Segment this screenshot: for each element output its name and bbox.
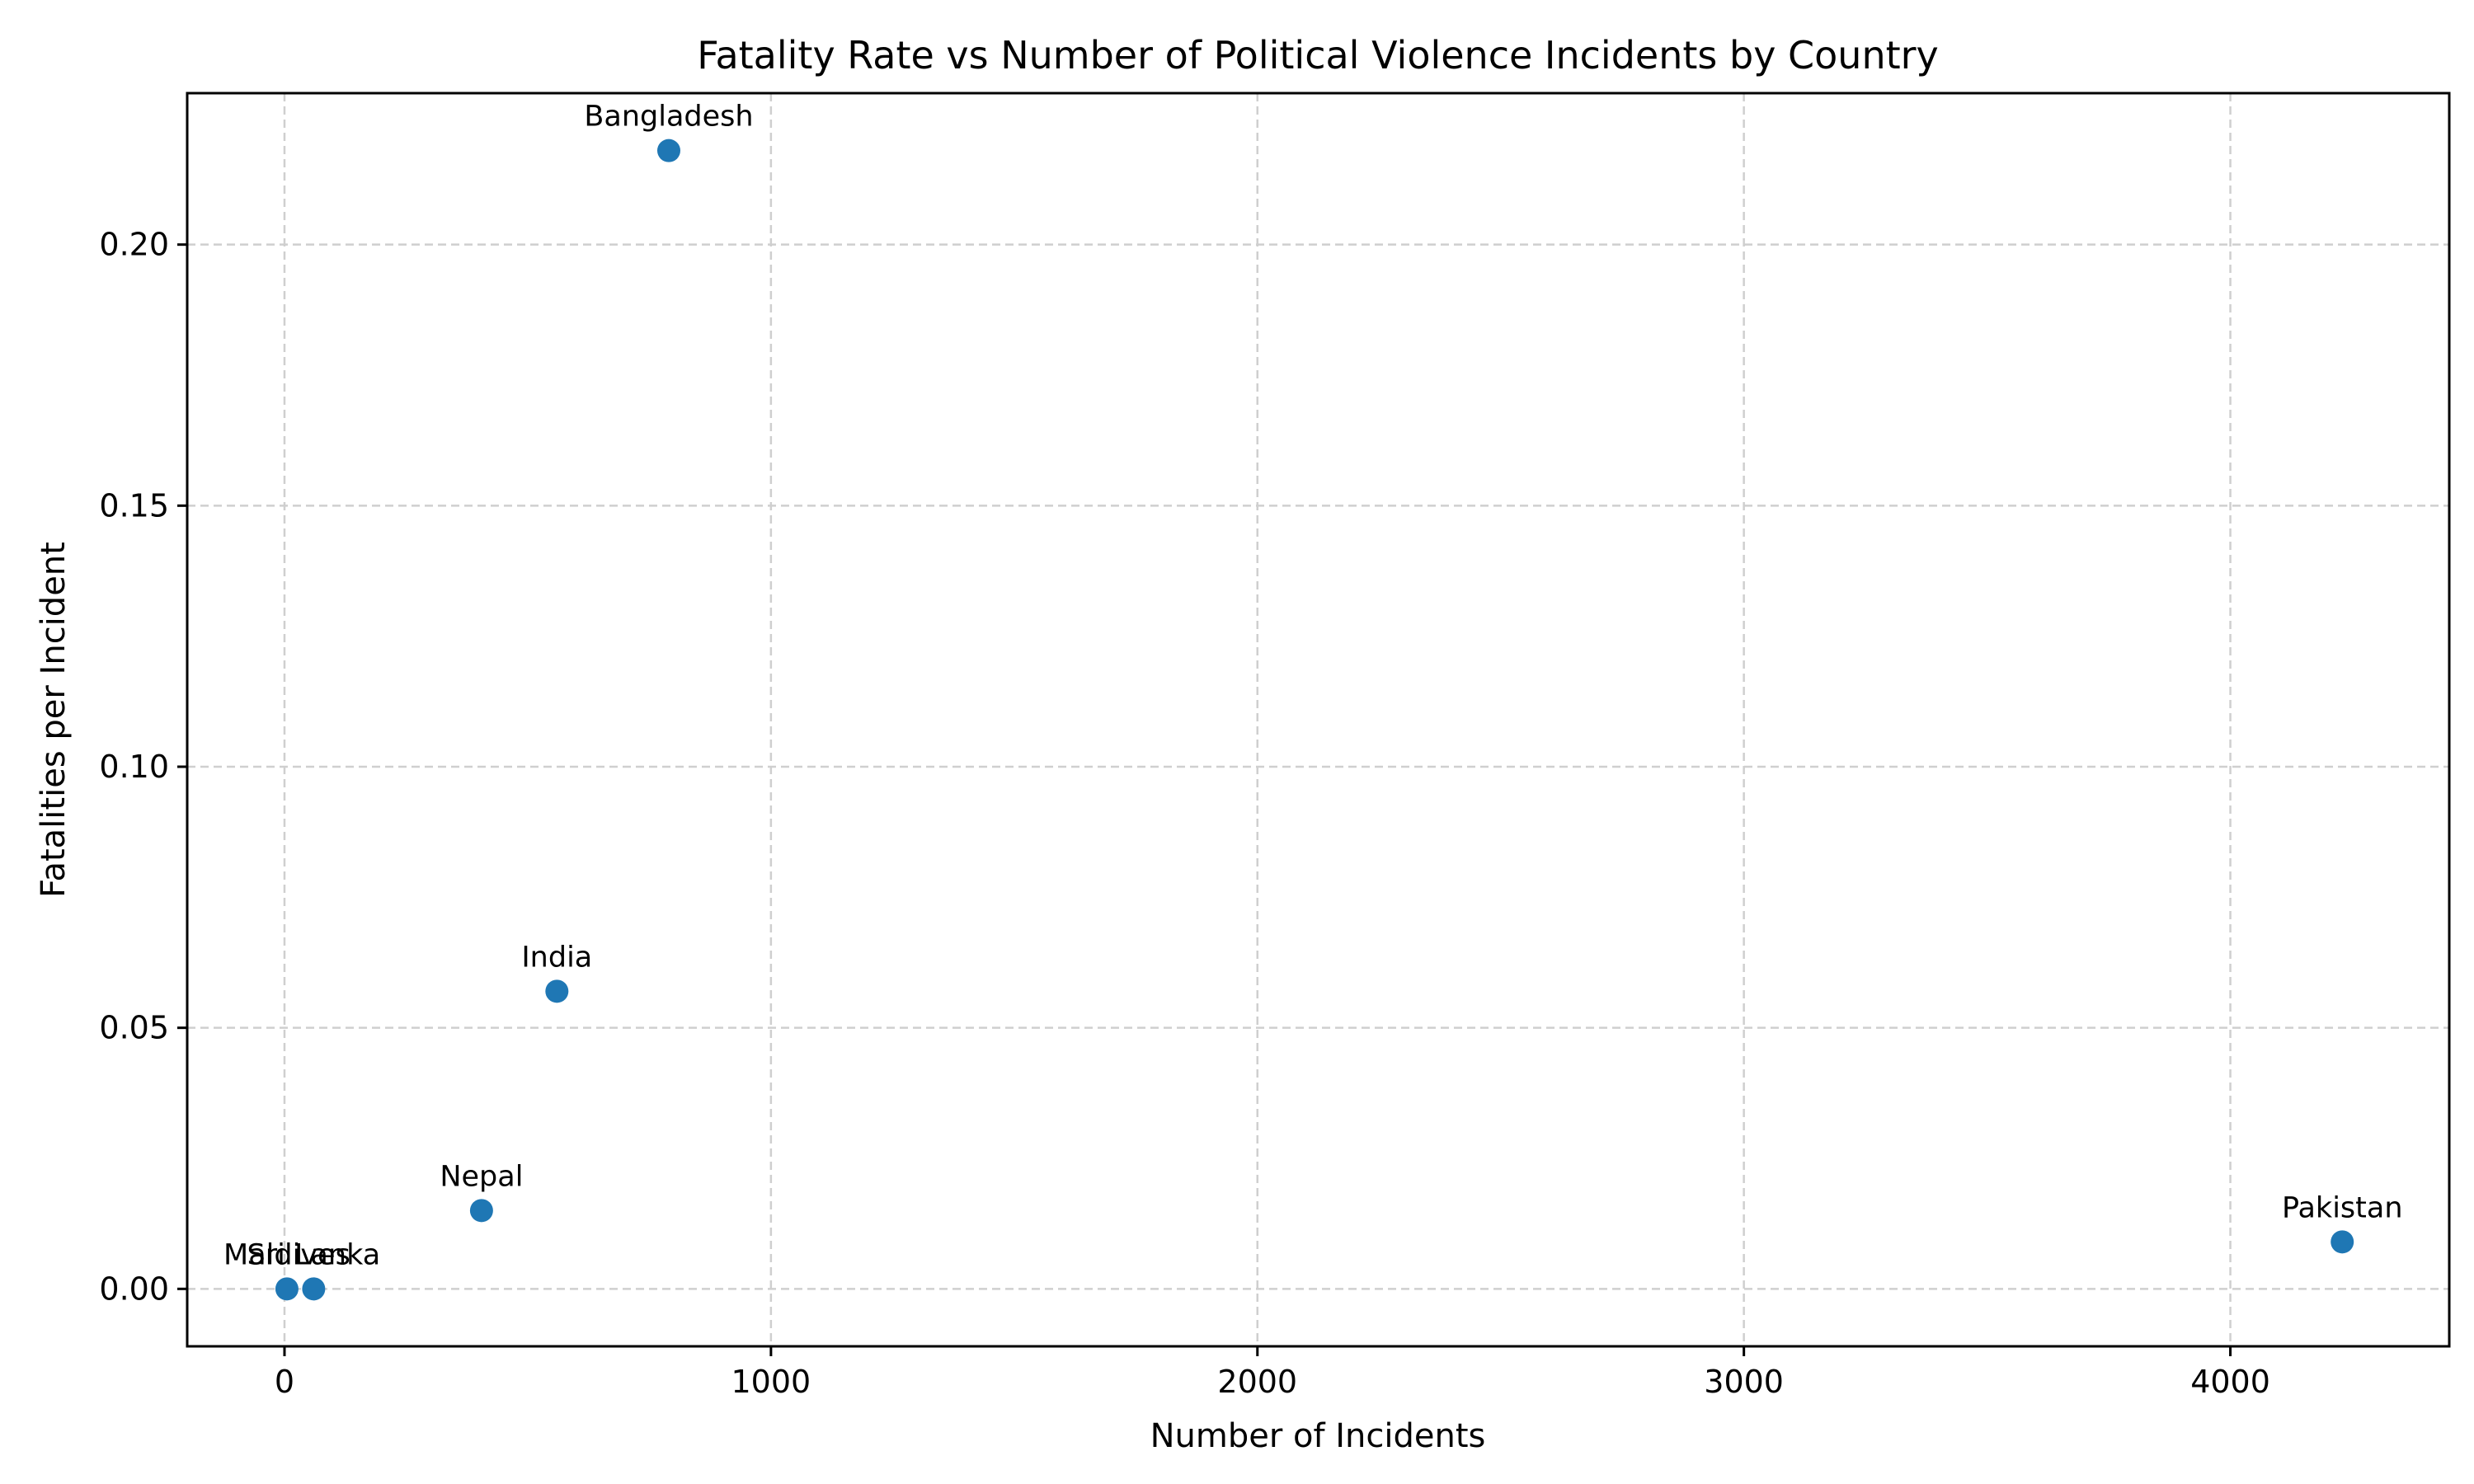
y-tick-label: 0.20 xyxy=(99,227,169,263)
y-axis-label: Fatalities per Incident xyxy=(35,542,73,898)
y-tick-label: 0.05 xyxy=(99,1010,169,1046)
y-tick-label: 0.10 xyxy=(99,749,169,785)
data-point-label: Sri Lanka xyxy=(247,1238,381,1271)
chart-title: Fatality Rate vs Number of Political Vio… xyxy=(697,33,1939,77)
y-tick-label: 0.00 xyxy=(99,1270,169,1307)
y-tick-label: 0.15 xyxy=(99,487,169,524)
data-point-label: Pakistan xyxy=(2282,1191,2403,1224)
data-point-label: Maldives xyxy=(223,1238,350,1271)
data-point-label: Nepal xyxy=(440,1160,523,1193)
data-point xyxy=(2331,1230,2354,1254)
x-axis-label: Number of Incidents xyxy=(1150,1417,1486,1455)
axis-ticks: 0 1000 2000 3000 4000 0.00 0.05 0.10 0.15 0.20 xyxy=(99,227,2270,1400)
data-point xyxy=(656,139,680,162)
x-tick-label: 3000 xyxy=(1704,1364,1784,1400)
x-tick-label: 0 xyxy=(275,1364,294,1400)
data-point xyxy=(302,1277,326,1301)
x-tick-label: 1000 xyxy=(731,1364,811,1400)
x-tick-label: 2000 xyxy=(1217,1364,1297,1400)
plot-area-frame xyxy=(186,92,2451,1348)
grid-lines xyxy=(187,93,2449,1346)
data-point-label: India xyxy=(521,941,592,974)
data-point-label: Bangladesh xyxy=(584,101,753,134)
x-tick-label: 4000 xyxy=(2190,1364,2270,1400)
data-point xyxy=(469,1199,493,1223)
data-point xyxy=(545,979,569,1003)
data-point xyxy=(275,1277,299,1301)
